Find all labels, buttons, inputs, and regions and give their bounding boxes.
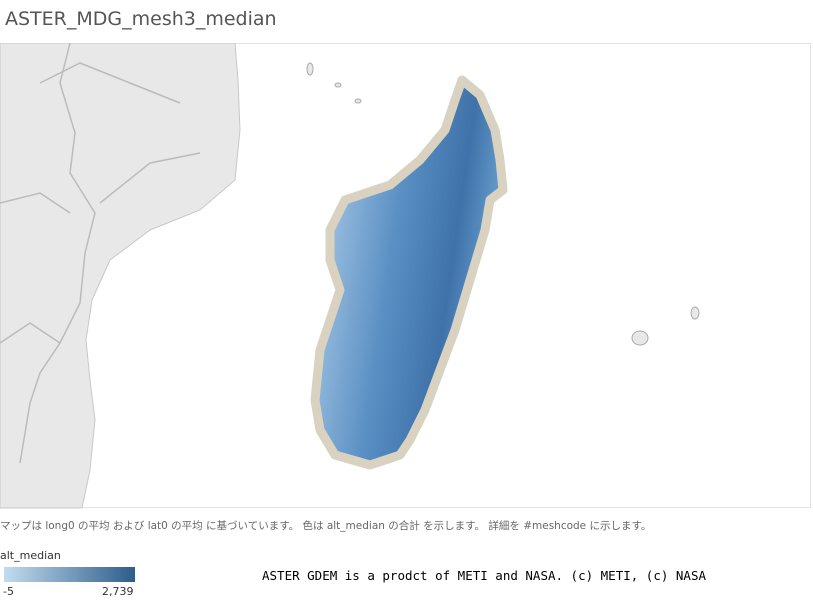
island [354,98,362,104]
legend-min: -5 [3,585,14,598]
island [631,330,649,346]
island [690,306,700,320]
legend-title: alt_median [0,549,61,562]
map [0,43,811,509]
caption: マップは long0 の平均 および lat0 の平均 に基づいています。 色は… [0,520,652,532]
legend-color-ramp [4,567,135,582]
credit: ASTER GDEM is a prodct of METI and NASA.… [262,568,707,583]
africa-land [0,43,241,509]
madagascar [310,75,508,470]
island [334,82,342,88]
borders [0,43,201,464]
island [306,62,314,76]
title: ASTER_MDG_mesh3_median [5,8,277,30]
legend-max: 2,739 [102,585,134,598]
